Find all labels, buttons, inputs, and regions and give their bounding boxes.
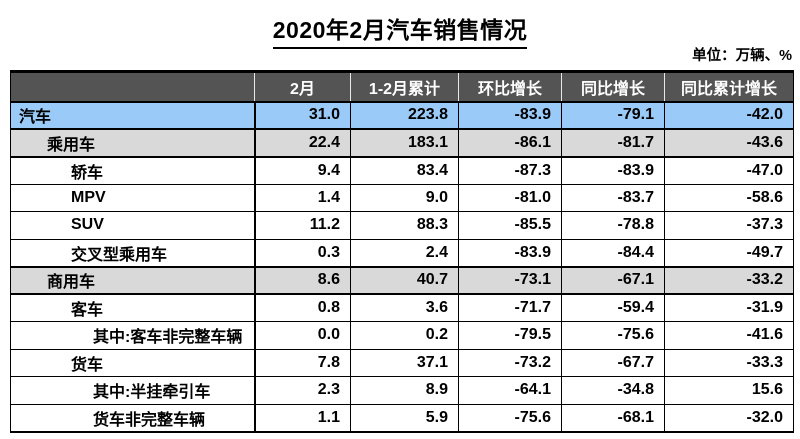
row-label: 其中:半挂牵引车 bbox=[10, 376, 255, 404]
header-cell-yoy-ytd: 同比累计增长 bbox=[664, 70, 794, 103]
cell-value: -59.4 bbox=[561, 293, 665, 322]
cell-value: -78.8 bbox=[561, 211, 665, 239]
cell-value: -83.9 bbox=[458, 238, 562, 267]
cell-value: -83.7 bbox=[561, 183, 665, 212]
cell-value: -33.2 bbox=[664, 265, 794, 295]
cell-value: -75.6 bbox=[561, 321, 665, 349]
title-wrap: 2020年2月汽车销售情况 bbox=[0, 0, 800, 49]
cell-value: 9.4 bbox=[253, 156, 351, 184]
table-row: 其中:半挂牵引车 2.3 8.9 -64.1 -34.8 15.6 bbox=[10, 376, 794, 404]
table-row: 轿车 9.4 83.4 -87.3 -83.9 -47.0 bbox=[10, 156, 794, 184]
table-row: SUV 11.2 88.3 -85.5 -78.8 -37.3 bbox=[10, 211, 794, 239]
cell-value: 1.4 bbox=[253, 183, 351, 212]
cell-value: 37.1 bbox=[350, 348, 459, 377]
cell-value: 223.8 bbox=[350, 101, 459, 130]
cell-value: -33.3 bbox=[664, 348, 794, 377]
table-row: 交叉型乘用车 0.3 2.4 -83.9 -84.4 -49.7 bbox=[10, 238, 794, 267]
cell-value: -31.9 bbox=[664, 293, 794, 322]
cell-value: 8.6 bbox=[253, 265, 351, 295]
cell-value: -37.3 bbox=[664, 211, 794, 239]
cell-value: -67.7 bbox=[561, 348, 665, 377]
cell-value: -42.0 bbox=[664, 101, 794, 130]
cell-value: 2.4 bbox=[350, 238, 459, 267]
table-row: 货车 7.8 37.1 -73.2 -67.7 -33.3 bbox=[10, 348, 794, 377]
cell-value: -79.1 bbox=[561, 101, 665, 130]
cell-value: -41.6 bbox=[664, 321, 794, 349]
row-label: 交叉型乘用车 bbox=[10, 238, 255, 267]
cell-value: 8.9 bbox=[350, 376, 459, 404]
cell-value: 15.6 bbox=[664, 376, 794, 404]
cell-value: 31.0 bbox=[253, 101, 351, 130]
row-label: MPV bbox=[10, 183, 255, 212]
cell-value: 7.8 bbox=[253, 348, 351, 377]
cell-value: -71.7 bbox=[458, 293, 562, 322]
table-row: 乘用车 22.4 183.1 -86.1 -81.7 -43.6 bbox=[10, 128, 794, 158]
table-row: 商用车 8.6 40.7 -73.1 -67.1 -33.2 bbox=[10, 265, 794, 295]
table-body: 汽车 31.0 223.8 -83.9 -79.1 -42.0 乘用车 22.4 183.1 -8… bbox=[10, 101, 794, 433]
cell-value: 83.4 bbox=[350, 156, 459, 184]
cell-value: 0.2 bbox=[350, 321, 459, 349]
cell-value: 22.4 bbox=[253, 128, 351, 158]
row-label: 客车 bbox=[10, 293, 255, 322]
header-cell-category bbox=[10, 70, 255, 103]
cell-value: 9.0 bbox=[350, 183, 459, 212]
cell-value: 0.8 bbox=[253, 293, 351, 322]
header-cell-ytd: 1-2月累计 bbox=[350, 70, 459, 103]
table-row: 客车 0.8 3.6 -71.7 -59.4 -31.9 bbox=[10, 293, 794, 322]
header-cell-yoy: 同比增长 bbox=[561, 70, 665, 103]
cell-value: -83.9 bbox=[561, 156, 665, 184]
cell-value: -64.1 bbox=[458, 376, 562, 404]
table-header: 2月 1-2月累计 环比增长 同比增长 同比累计增长 bbox=[10, 70, 794, 103]
cell-value: -86.1 bbox=[458, 128, 562, 158]
cell-value: -49.7 bbox=[664, 238, 794, 267]
cell-value: -79.5 bbox=[458, 321, 562, 349]
table-row: 其中:客车非完整车辆 0.0 0.2 -79.5 -75.6 -41.6 bbox=[10, 321, 794, 349]
cell-value: -32.0 bbox=[664, 403, 794, 433]
row-label: 乘用车 bbox=[10, 128, 255, 158]
cell-value: 3.6 bbox=[350, 293, 459, 322]
header-cell-mom: 环比增长 bbox=[458, 70, 562, 103]
cell-value: 88.3 bbox=[350, 211, 459, 239]
table-row: MPV 1.4 9.0 -81.0 -83.7 -58.6 bbox=[10, 183, 794, 212]
cell-value: 40.7 bbox=[350, 265, 459, 295]
unit-note: 单位：万辆、% bbox=[692, 48, 792, 64]
header-row: 2月 1-2月累计 环比增长 同比增长 同比累计增长 bbox=[10, 70, 794, 103]
cell-value: 2.3 bbox=[253, 376, 351, 404]
cell-value: -73.2 bbox=[458, 348, 562, 377]
row-label: 商用车 bbox=[10, 265, 255, 295]
cell-value: -47.0 bbox=[664, 156, 794, 184]
cell-value: 0.0 bbox=[253, 321, 351, 349]
cell-value: -58.6 bbox=[664, 183, 794, 212]
cell-value: 183.1 bbox=[350, 128, 459, 158]
cell-value: -67.1 bbox=[561, 265, 665, 295]
cell-value: 5.9 bbox=[350, 403, 459, 433]
cell-value: 1.1 bbox=[253, 403, 351, 433]
row-label: SUV bbox=[10, 211, 255, 239]
cell-value: -81.7 bbox=[561, 128, 665, 158]
page-title: 2020年2月汽车销售情况 bbox=[272, 11, 528, 49]
cell-value: -84.4 bbox=[561, 238, 665, 267]
cell-value: -75.6 bbox=[458, 403, 562, 433]
cell-value: -87.3 bbox=[458, 156, 562, 184]
sales-table: 2月 1-2月累计 环比增长 同比增长 同比累计增长 汽车 31.0 223.8 -8… bbox=[10, 70, 794, 433]
header-cell-month: 2月 bbox=[254, 70, 351, 103]
cell-value: -73.1 bbox=[458, 265, 562, 295]
row-label: 汽车 bbox=[10, 101, 255, 130]
table-row: 货车非完整车辆 1.1 5.9 -75.6 -68.1 -32.0 bbox=[10, 403, 794, 433]
cell-value: -34.8 bbox=[561, 376, 665, 404]
cell-value: -81.0 bbox=[458, 183, 562, 212]
cell-value: -85.5 bbox=[458, 211, 562, 239]
cell-value: -68.1 bbox=[561, 403, 665, 433]
table-row: 汽车 31.0 223.8 -83.9 -79.1 -42.0 bbox=[10, 101, 794, 130]
row-label: 货车非完整车辆 bbox=[10, 403, 255, 433]
cell-value: -83.9 bbox=[458, 101, 562, 130]
cell-value: 11.2 bbox=[253, 211, 351, 239]
cell-value: -43.6 bbox=[664, 128, 794, 158]
row-label: 其中:客车非完整车辆 bbox=[10, 321, 255, 349]
cell-value: 0.3 bbox=[253, 238, 351, 267]
row-label: 货车 bbox=[10, 348, 255, 377]
row-label: 轿车 bbox=[10, 156, 255, 184]
